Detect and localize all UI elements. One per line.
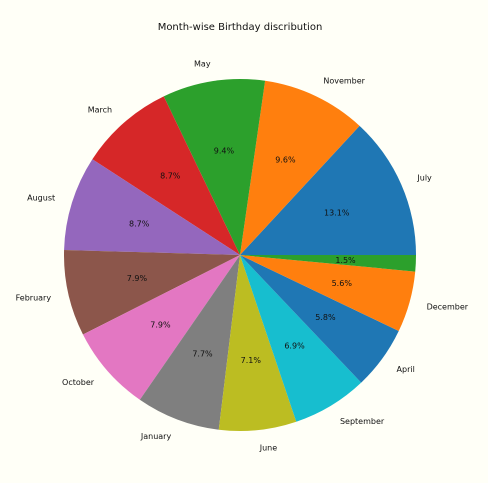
chart-title: Month-wise Birthday discribution (158, 22, 323, 33)
pie-slices (64, 78, 416, 432)
slice-label-june: June (259, 444, 278, 453)
pie-slice-slice-12 (240, 255, 416, 272)
slice-label-march: March (88, 106, 112, 115)
pie-slice-december (240, 255, 416, 332)
slice-label-january: January (140, 432, 172, 441)
pie-slice-june (218, 255, 297, 432)
slice-percent-may: 9.4% (214, 147, 235, 156)
pie-slice-october (82, 255, 240, 400)
pie-slice-january (139, 255, 240, 430)
slice-percent-february: 7.9% (127, 274, 148, 283)
slice-label-october: October (62, 378, 95, 387)
slice-label-september: September (340, 417, 385, 426)
slice-label-december: December (427, 303, 469, 312)
pie-slice-april (240, 255, 399, 383)
slice-label-february: February (16, 293, 52, 302)
slice-percent-december: 5.6% (332, 279, 353, 288)
pie-slice-may (163, 78, 266, 255)
pie-percent-labels: 13.1% 9.6% 9.4% 8.7% 8.7% 7.9% 7.9% 7.7% 7.1% 6.9… (127, 147, 356, 365)
slice-percent-september: 6.9% (284, 341, 305, 350)
pie-slice-november (240, 80, 360, 256)
slice-percent-june: 7.1% (241, 356, 262, 365)
pie-slice-august (64, 159, 240, 255)
slice-percent-july: 13.1% (324, 209, 350, 218)
slice-percent-august: 8.7% (129, 220, 150, 229)
slice-percent-january: 7.7% (192, 350, 213, 359)
slice-label-july: July (416, 173, 432, 182)
slice-label-november: November (323, 76, 365, 85)
slice-percent-november: 9.6% (275, 156, 296, 165)
slice-percent-march: 8.7% (160, 172, 181, 181)
pie-slice-july (240, 125, 416, 255)
slice-label-may: May (194, 60, 211, 69)
pie-labels: July November May March August February Octobe… (16, 60, 469, 453)
slice-percent-slice-12: 1.5% (335, 256, 356, 265)
pie-slice-february (64, 250, 240, 335)
slice-percent-october: 7.9% (150, 320, 171, 329)
slice-label-april: April (397, 365, 415, 374)
pie-slice-september (240, 255, 362, 422)
pie-slice-march (92, 96, 240, 256)
slice-percent-april: 5.8% (315, 313, 336, 322)
slice-label-august: August (27, 193, 55, 202)
